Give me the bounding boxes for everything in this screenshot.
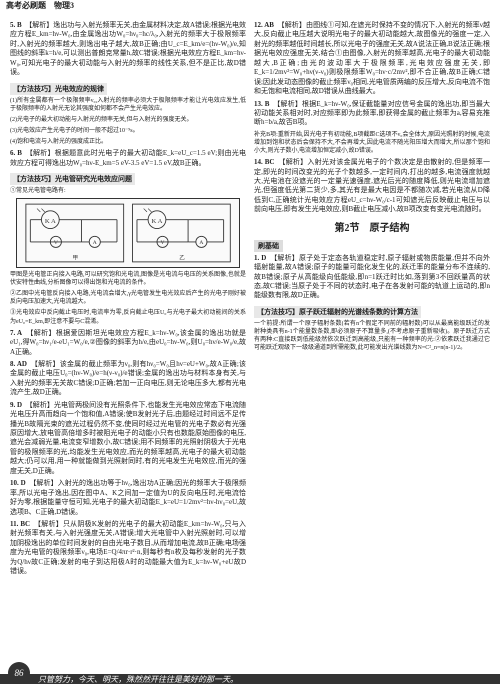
svg-text:乙: 乙 <box>179 255 185 262</box>
page-body: 5. B 【解析】逸出功与入射光频率无关,由金属材料决定,故A错误;根据光电效应… <box>0 15 500 677</box>
rule-3: (3)光电效应产生光电子的时间一般不超过10⁻⁹s。 <box>10 127 246 135</box>
item-13b: 13. B 【解析】根据E_k=hν-W₀,保证截能量对应信号金属的逸出功,即当… <box>254 100 490 128</box>
item-9d: 9. D 【解析】光电管两极间没有光照条件下,也能发生光电效应常态下电流随光电压… <box>10 401 246 477</box>
item-6b: 6. B 【解析】根据题意此时光电子的最大初动能E_k=eU_c=1.5 eV;… <box>10 149 246 168</box>
svg-text:K A: K A <box>151 218 162 225</box>
circuit-note-2: ②乙图中光电管反向接入电路,光电流会增大,γ光电管发生电光效应后产生的光电子刚好… <box>10 290 246 306</box>
page-footer: 86 只管努力，今天、明天，殊然然开往往是美好的那一天。 <box>0 674 500 692</box>
tip-box-2: 【方法技巧】光电管研究光电效应问题 <box>10 173 135 185</box>
item-10d: 10. D 【解析】入射光的逸出功等于hν₀,逸出功A正确;因光的频率大于极限频… <box>10 479 246 517</box>
item-1d: 1. D 【解析】原子处于定态各轨道稳定时,原子辐射或物质能量,但并不向外辐射能… <box>254 254 490 301</box>
page-number: 86 <box>8 662 30 684</box>
item-13b-supp: 补充B项:重新开始,因光电子有初动能,B项截距C选项不ν₀会全体大,原因光照射的… <box>254 131 490 155</box>
circuit-note-3: ③光电效应中反向截止电压时,电流率为零,反向截止电压U₀与光电子最大初动能间的关… <box>10 309 246 325</box>
item-8ad: 8. AD 【解析】该金属的截止频率为ν₀,则有hν₀=W₀且hν=eU+W₀,… <box>10 360 246 398</box>
item-7a: 7. A 【解析】根据爱因斯坦光电效应方程E_k=hν-W₀,该金属的逸出功就是… <box>10 329 246 357</box>
sub-header-basics: 刷基础 <box>254 240 283 252</box>
page-header: 高考必刷题 物理3 <box>0 0 500 11</box>
circuit-caption: ①常见光电管电路有: <box>10 187 246 195</box>
svg-text:A: A <box>199 240 203 246</box>
svg-text:V: V <box>160 240 164 246</box>
method-note: 一个前提:所谓一个原子辐射条数(若有n个假定不同前的辐射数)可以从最高能级跃迁的… <box>254 320 490 352</box>
svg-text:V: V <box>54 240 58 246</box>
item-11bc: 11. BC 【解析】只从阴极K发射的光电子的最大初动能E_km=hν-W₀,只… <box>10 520 246 577</box>
footer-motto: 只管努力，今天、明天，殊然然开往往是美好的那一天。 <box>38 674 238 686</box>
svg-text:甲: 甲 <box>72 255 78 262</box>
item-5b: 5. B 【解析】逸出功与入射光频率无关,由金属材料决定,故A错误;根据光电效应… <box>10 21 246 78</box>
rule-2: (2)光电子的最大初动能与入射光的频率无关,但与入射光的强度无关。 <box>10 116 246 124</box>
item-14bc: 14. BC 【解析】入射光对该金属光电子的个数决定是由散射的,但是频率一定,即… <box>254 158 490 215</box>
tip-box-1: 【方法技巧】光电效应的规律 <box>10 83 107 95</box>
circuit-diagram: K A V A 甲 K A V A 乙 <box>16 198 240 268</box>
item-12ab: 12. AB 【解析】由图线①可知,在遮光时保持不变的情况下,入射光的频率ν越大… <box>254 21 490 97</box>
tip-box-3: 【方法技巧】原子跃迁辐射的光谱线条数的计算方法 <box>254 306 421 318</box>
rule-4: (4)饱和电流与入射光的强度成正比。 <box>10 138 246 146</box>
svg-text:K A: K A <box>45 218 56 225</box>
section-2-title: 第2节 原子结构 <box>254 219 490 234</box>
circuit-note-1: 甲图是光电管正向接入电路,可以研究饱和光电流,图像是光电流与电压的关系图像,也就… <box>10 271 246 287</box>
svg-text:A: A <box>93 240 97 246</box>
rule-1: (1)所有金属都有一个极限频率ν₀,入射光的频率必须大于极限频率才能让光电效应发… <box>10 97 246 113</box>
